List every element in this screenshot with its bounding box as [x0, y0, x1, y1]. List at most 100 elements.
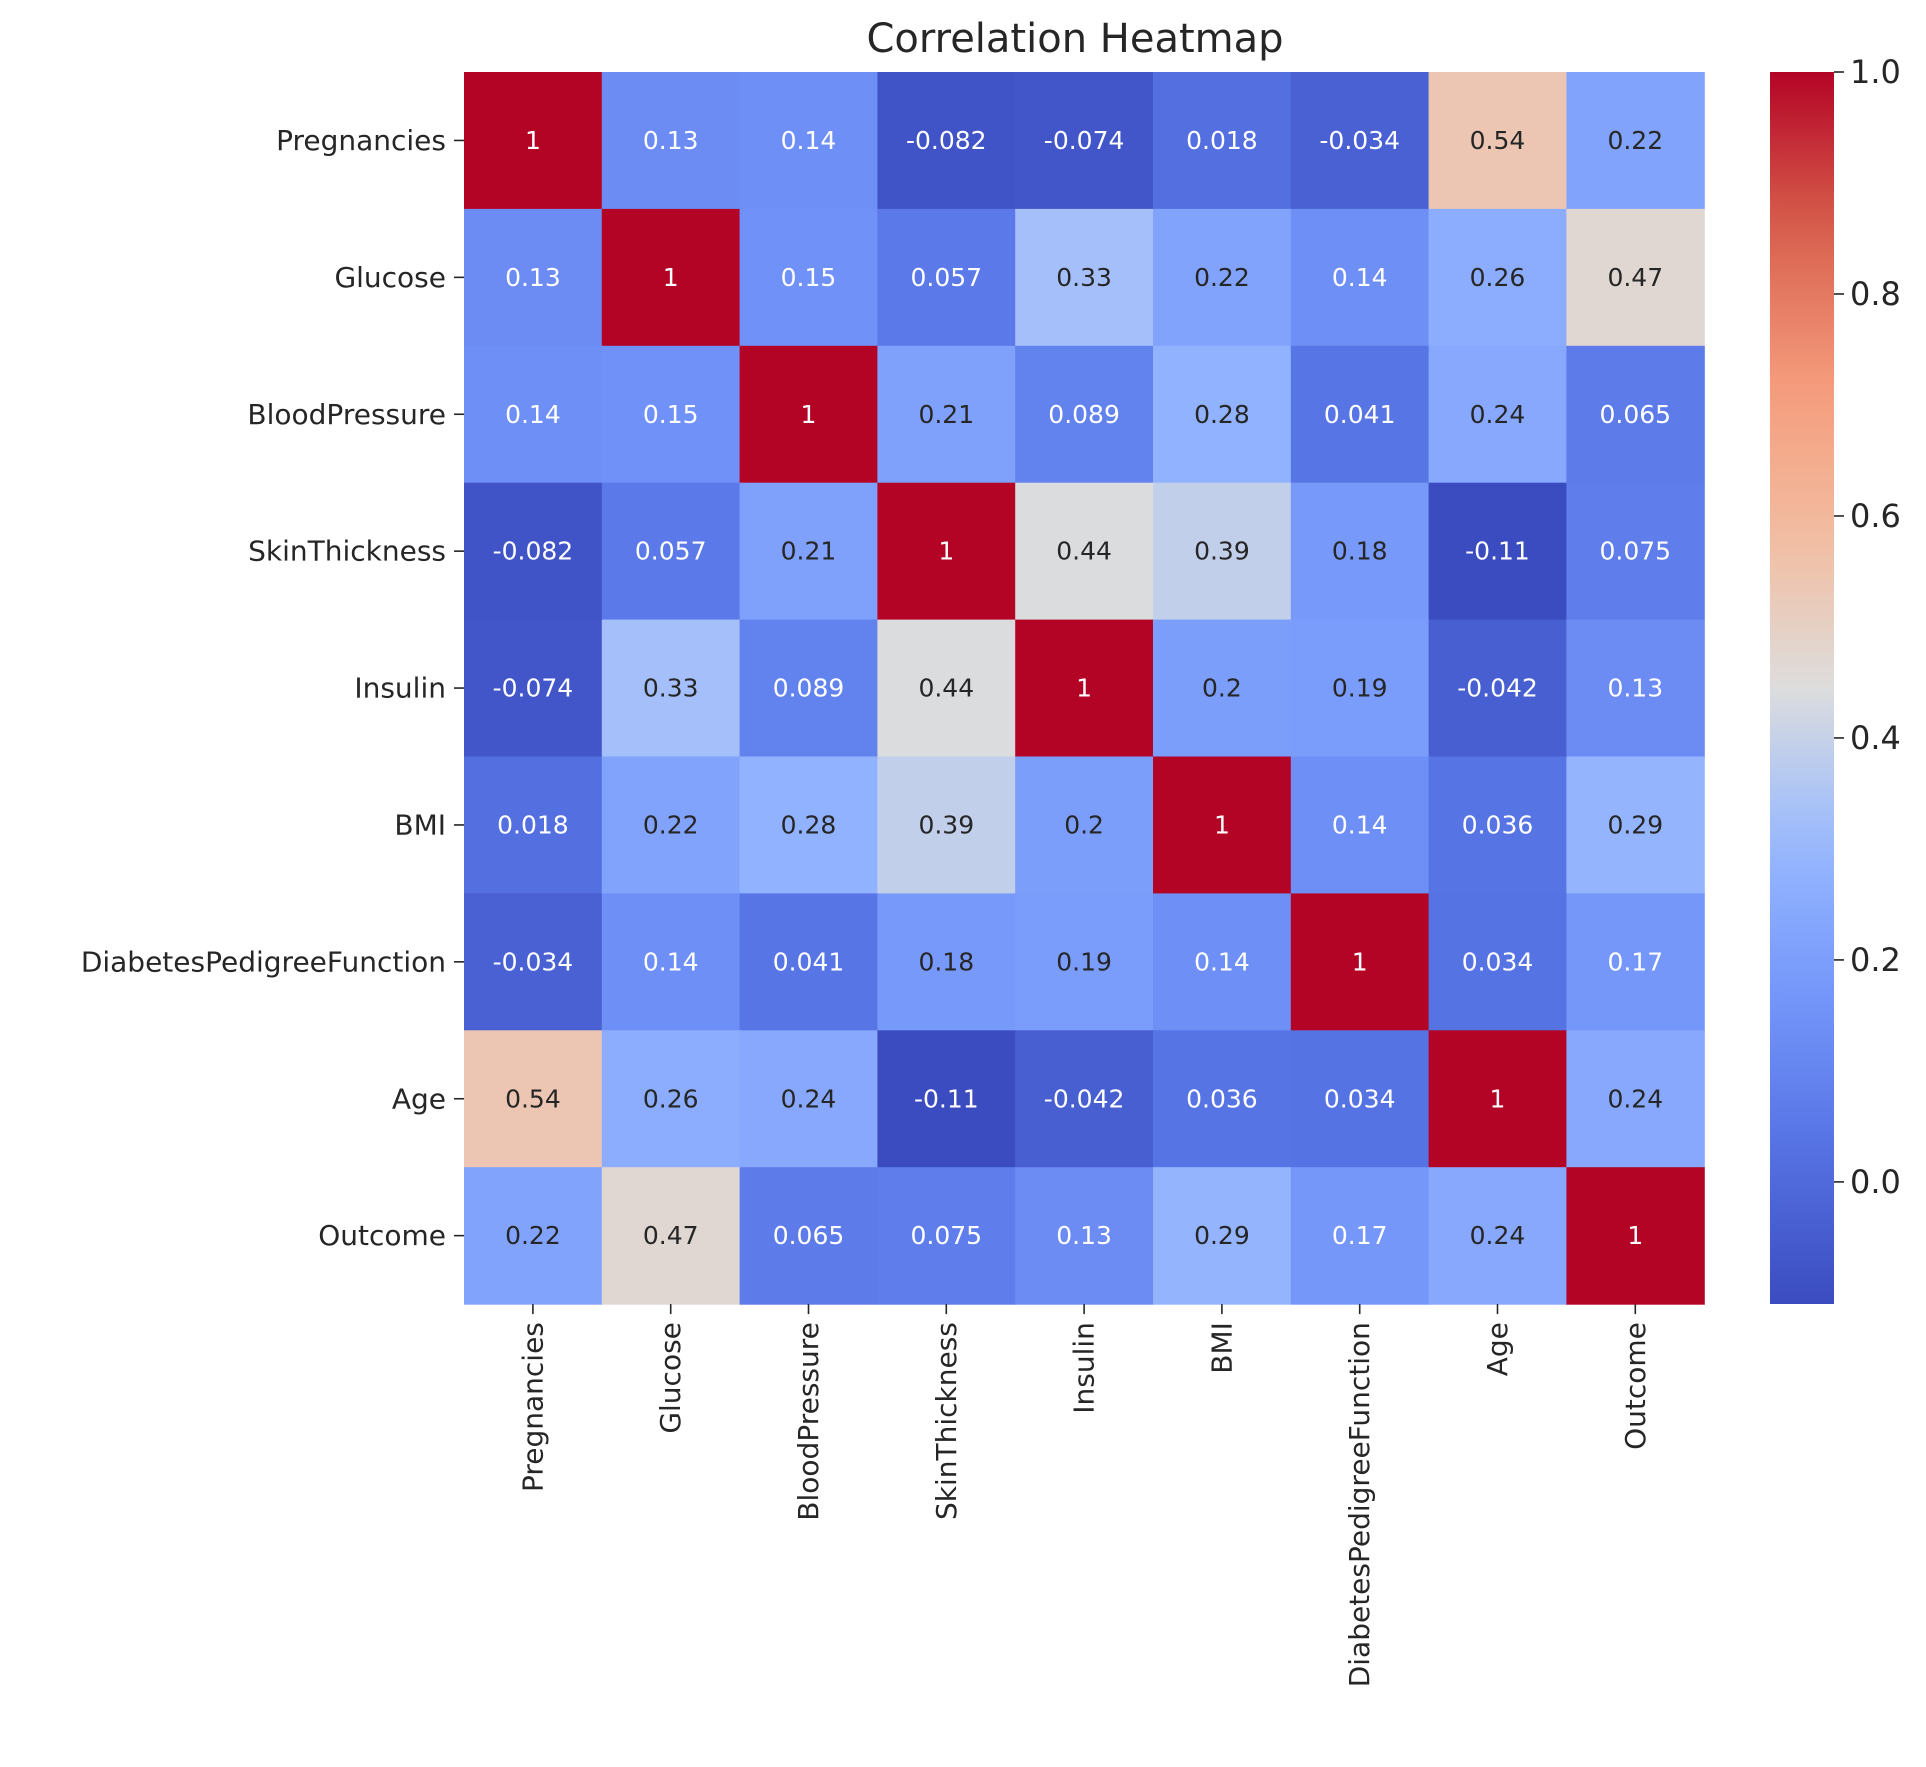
- y-tick-label: Age: [392, 1082, 446, 1115]
- cell-value-label: 0.075: [911, 1221, 983, 1250]
- heatmap-cell: [1290, 72, 1430, 210]
- x-tick-label: BMI: [1205, 1322, 1238, 1374]
- heatmap-cell: [739, 756, 878, 894]
- y-axis: Pregnancies Glucose BloodPressure SkinThick…: [81, 124, 464, 1252]
- cell-value-label: 0.034: [1462, 947, 1534, 976]
- heatmap-cell: [464, 1030, 603, 1168]
- cell-value-label: 0.39: [1194, 537, 1250, 566]
- heatmap-cell: [1428, 482, 1567, 621]
- cell-value-label: 1: [1214, 810, 1230, 839]
- heatmap-cell: [1428, 756, 1567, 894]
- heatmap-cell: [1290, 208, 1430, 347]
- heatmap-cell: [601, 72, 741, 210]
- heatmap-cell: [464, 482, 603, 621]
- heatmap-cells: [464, 72, 1705, 1305]
- cell-value-label: 0.041: [773, 947, 845, 976]
- y-tick-label: BloodPressure: [247, 398, 446, 431]
- heatmap-cell: [464, 1167, 603, 1305]
- cell-value-label: -0.034: [1319, 126, 1400, 155]
- cell-value-label: 0.075: [1600, 537, 1672, 566]
- heatmap-cell: [1566, 72, 1705, 210]
- cell-value-label: -0.11: [914, 1084, 979, 1113]
- x-tick-label: Outcome: [1619, 1322, 1652, 1450]
- heatmap-cell: [1566, 482, 1705, 621]
- heatmap-cell: [1428, 619, 1567, 758]
- cell-value-label: 0.17: [1332, 1221, 1388, 1250]
- cell-value-label: 0.28: [1194, 400, 1250, 429]
- heatmap-cell: [1566, 1167, 1705, 1305]
- colorbar-tick-label: 0.6: [1850, 497, 1901, 535]
- cell-value-label: 0.18: [918, 947, 974, 976]
- cell-value-label: 0.47: [1607, 263, 1663, 292]
- heatmap-cell: [1015, 619, 1154, 758]
- heatmap-cell: [1290, 893, 1430, 1031]
- heatmap-cell: [601, 1030, 741, 1168]
- heatmap-cell: [877, 893, 1016, 1031]
- heatmap-cell: [1153, 1030, 1292, 1168]
- heatmap-cell: [601, 756, 741, 894]
- colorbar-gradient-bar: [1770, 72, 1834, 1304]
- heatmap-cell: [739, 893, 878, 1031]
- cell-value-label: 0.018: [1186, 126, 1258, 155]
- heatmap-cell: [1290, 619, 1430, 758]
- cell-value-label: -0.074: [493, 674, 574, 703]
- cell-value-label: 1: [801, 400, 817, 429]
- heatmap-cell: [1153, 345, 1292, 484]
- heatmap-cell: [1015, 893, 1154, 1031]
- heatmap-cell: [1153, 482, 1292, 621]
- cell-value-label: 0.19: [1332, 674, 1388, 703]
- heatmap-cell: [464, 756, 603, 894]
- heatmap-cell: [1290, 1030, 1430, 1168]
- heatmap-cell: [1290, 1167, 1430, 1305]
- cell-value-label: 0.14: [643, 947, 699, 976]
- heatmap-cell: [1015, 208, 1154, 347]
- heatmap-cell: [739, 619, 878, 758]
- heatmap-cell: [739, 345, 878, 484]
- chart-title: Correlation Heatmap: [866, 16, 1283, 62]
- cell-value-label: 0.14: [505, 400, 561, 429]
- cell-value-label: 0.14: [1332, 263, 1388, 292]
- cell-value-label: 0.24: [781, 1084, 837, 1113]
- cell-value-label: 0.14: [1332, 810, 1388, 839]
- cell-value-label: 1: [1352, 947, 1368, 976]
- y-tick-label: Outcome: [318, 1219, 446, 1252]
- heatmap-cell: [1015, 1167, 1154, 1305]
- heatmap-cell: [601, 345, 741, 484]
- heatmap-cell: [1153, 893, 1292, 1031]
- heatmap-cell: [1153, 72, 1292, 210]
- heatmap-cell: [877, 756, 1016, 894]
- cell-value-label: 0.041: [1324, 400, 1396, 429]
- heatmap-cell: [1015, 756, 1154, 894]
- cell-value-label: 0.13: [643, 126, 699, 155]
- cell-value-label: -0.082: [493, 537, 574, 566]
- heatmap-cell: [877, 1167, 1016, 1305]
- cell-value-label: 0.29: [1607, 810, 1663, 839]
- cell-value-label: -0.074: [1044, 126, 1125, 155]
- heatmap-cell: [601, 1167, 741, 1305]
- cell-value-label: 0.26: [1470, 263, 1526, 292]
- heatmap-cell: [1428, 1030, 1567, 1168]
- colorbar-tick-label: 0.2: [1850, 941, 1901, 979]
- heatmap-cell: [601, 619, 741, 758]
- cell-value-label: 0.089: [773, 674, 845, 703]
- cell-value-label: 1: [1490, 1084, 1506, 1113]
- cell-value-label: 0.29: [1194, 1221, 1250, 1250]
- cell-value-label: 0.24: [1470, 1221, 1526, 1250]
- colorbar-tick-label: 1.0: [1850, 53, 1901, 91]
- cell-value-label: 1: [938, 537, 954, 566]
- cell-value-label: 0.14: [781, 126, 837, 155]
- x-tick-label: Age: [1481, 1322, 1514, 1376]
- cell-value-label: 0.39: [918, 810, 974, 839]
- heatmap-cell: [739, 208, 878, 347]
- heatmap-cell: [1428, 72, 1567, 210]
- cell-value-label: 0.22: [1607, 126, 1663, 155]
- heatmap-cell: [1015, 345, 1154, 484]
- cell-value-label: 0.22: [643, 810, 699, 839]
- cell-value-label: 0.24: [1470, 400, 1526, 429]
- heatmap-cell: [1428, 345, 1567, 484]
- heatmap-cell: [1290, 345, 1430, 484]
- y-tick-label: DiabetesPedigreeFunction: [81, 945, 446, 978]
- heatmap-cell: [877, 482, 1016, 621]
- heatmap-cell: [877, 72, 1016, 210]
- heatmap-cell: [1428, 1167, 1567, 1305]
